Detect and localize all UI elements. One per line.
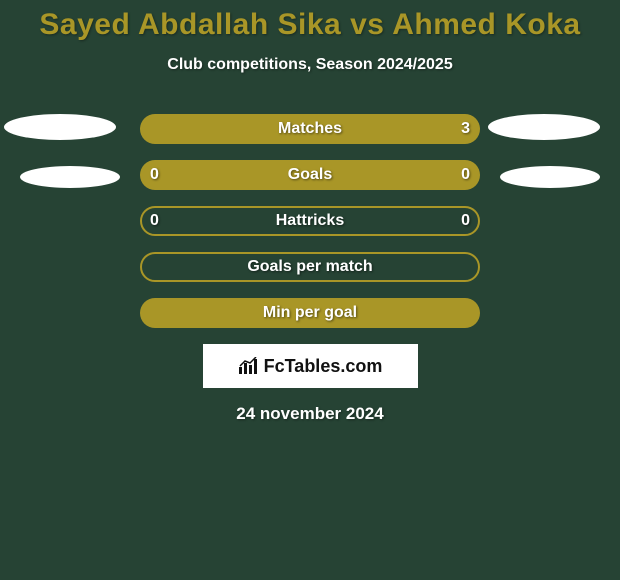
player2-name: Ahmed Koka — [392, 8, 580, 41]
stat-label: Min per goal — [140, 298, 480, 328]
stat-row-goals-per-match: Goals per match — [0, 252, 620, 282]
comparison-card: Sayed Abdallah Sika vs Ahmed Koka Club c… — [0, 0, 620, 580]
player1-name: Sayed Abdallah Sika — [39, 8, 341, 41]
vs-text: vs — [350, 8, 384, 41]
chart-icon — [238, 357, 260, 375]
stat-right-value: 0 — [461, 160, 470, 190]
page-title: Sayed Abdallah Sika vs Ahmed Koka — [0, 0, 620, 42]
subtitle: Club competitions, Season 2024/2025 — [0, 56, 620, 74]
stat-row-min-per-goal: Min per goal — [0, 298, 620, 328]
stats-area: Matches 3 0 Goals 0 0 Hattricks 0 Goals … — [0, 114, 620, 328]
stat-label: Goals per match — [140, 252, 480, 282]
stat-right-value: 0 — [461, 206, 470, 236]
stat-row-hattricks: 0 Hattricks 0 — [0, 206, 620, 236]
date-text: 24 november 2024 — [0, 404, 620, 424]
stat-label: Goals — [140, 160, 480, 190]
logo-text: FcTables.com — [264, 356, 383, 377]
stat-row-goals: 0 Goals 0 — [0, 160, 620, 190]
stat-right-value: 3 — [461, 114, 470, 144]
stat-row-matches: Matches 3 — [0, 114, 620, 144]
source-logo: FcTables.com — [203, 344, 418, 388]
stat-label: Matches — [140, 114, 480, 144]
stat-label: Hattricks — [140, 206, 480, 236]
